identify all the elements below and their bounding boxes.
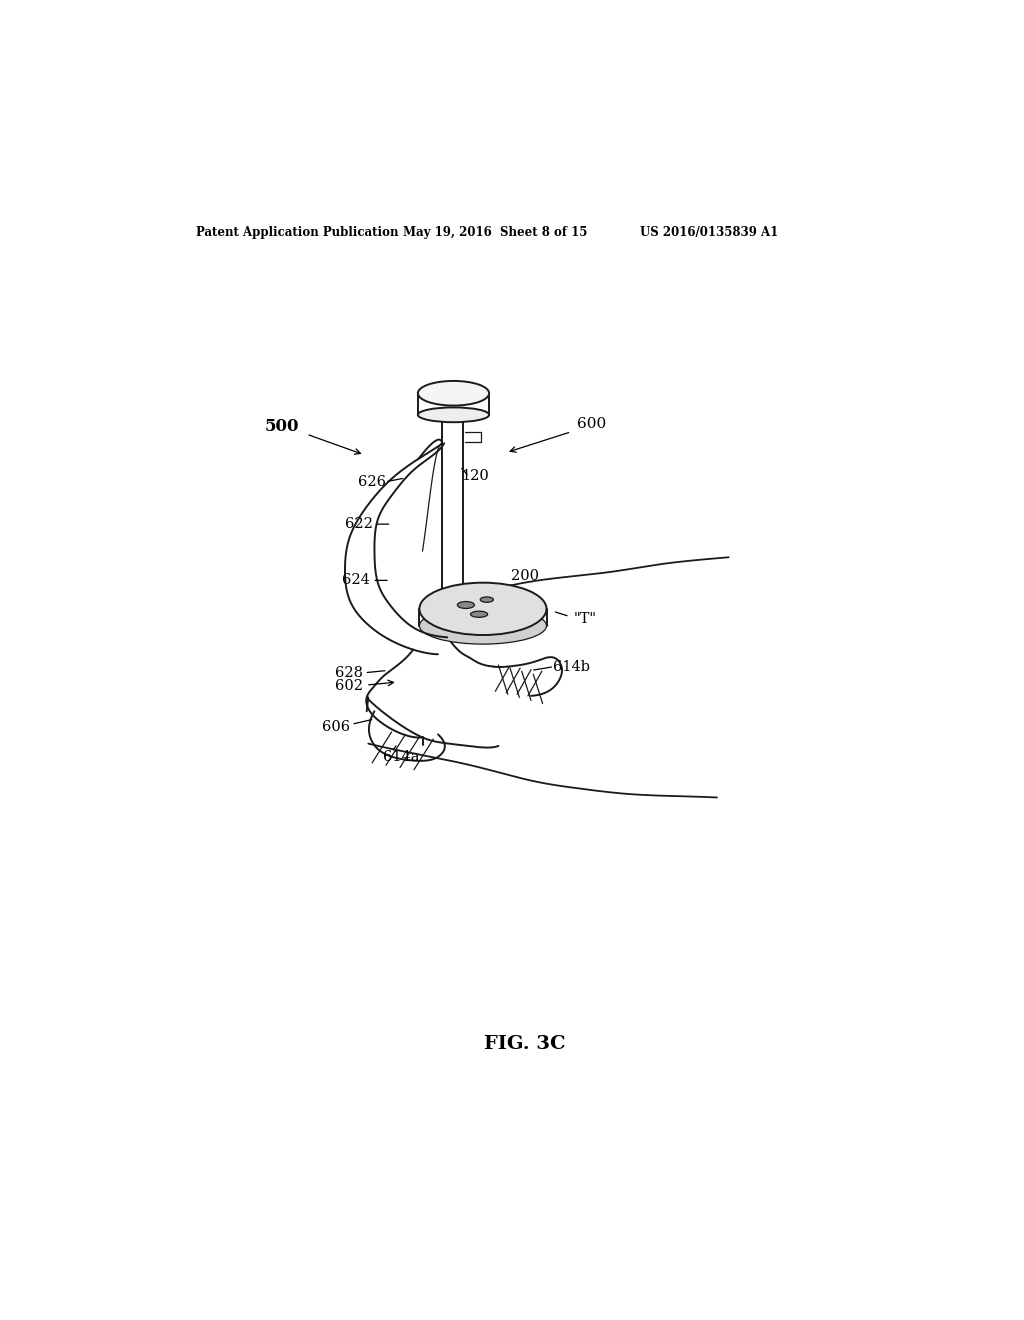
Text: 628: 628 — [335, 665, 362, 680]
Text: 500: 500 — [264, 418, 299, 434]
Text: 600: 600 — [577, 417, 606, 432]
Text: 120: 120 — [462, 470, 489, 483]
Text: Patent Application Publication: Patent Application Publication — [197, 226, 398, 239]
Text: 622: 622 — [345, 517, 373, 531]
Text: May 19, 2016  Sheet 8 of 15: May 19, 2016 Sheet 8 of 15 — [403, 226, 588, 239]
Ellipse shape — [458, 602, 474, 609]
Text: 614a: 614a — [383, 751, 419, 764]
Ellipse shape — [420, 607, 547, 644]
Text: 200: 200 — [511, 569, 539, 582]
Text: 626: 626 — [358, 475, 386, 488]
Text: 602: 602 — [335, 678, 362, 693]
Text: "T": "T" — [573, 612, 597, 626]
Text: FIG. 3C: FIG. 3C — [484, 1035, 565, 1053]
Text: 624: 624 — [342, 573, 370, 587]
Ellipse shape — [418, 408, 489, 422]
Ellipse shape — [418, 381, 489, 405]
Text: 606: 606 — [322, 719, 350, 734]
Text: US 2016/0135839 A1: US 2016/0135839 A1 — [640, 226, 778, 239]
Text: 614b: 614b — [553, 660, 590, 673]
Ellipse shape — [471, 611, 487, 618]
Ellipse shape — [420, 582, 547, 635]
Ellipse shape — [480, 597, 494, 602]
